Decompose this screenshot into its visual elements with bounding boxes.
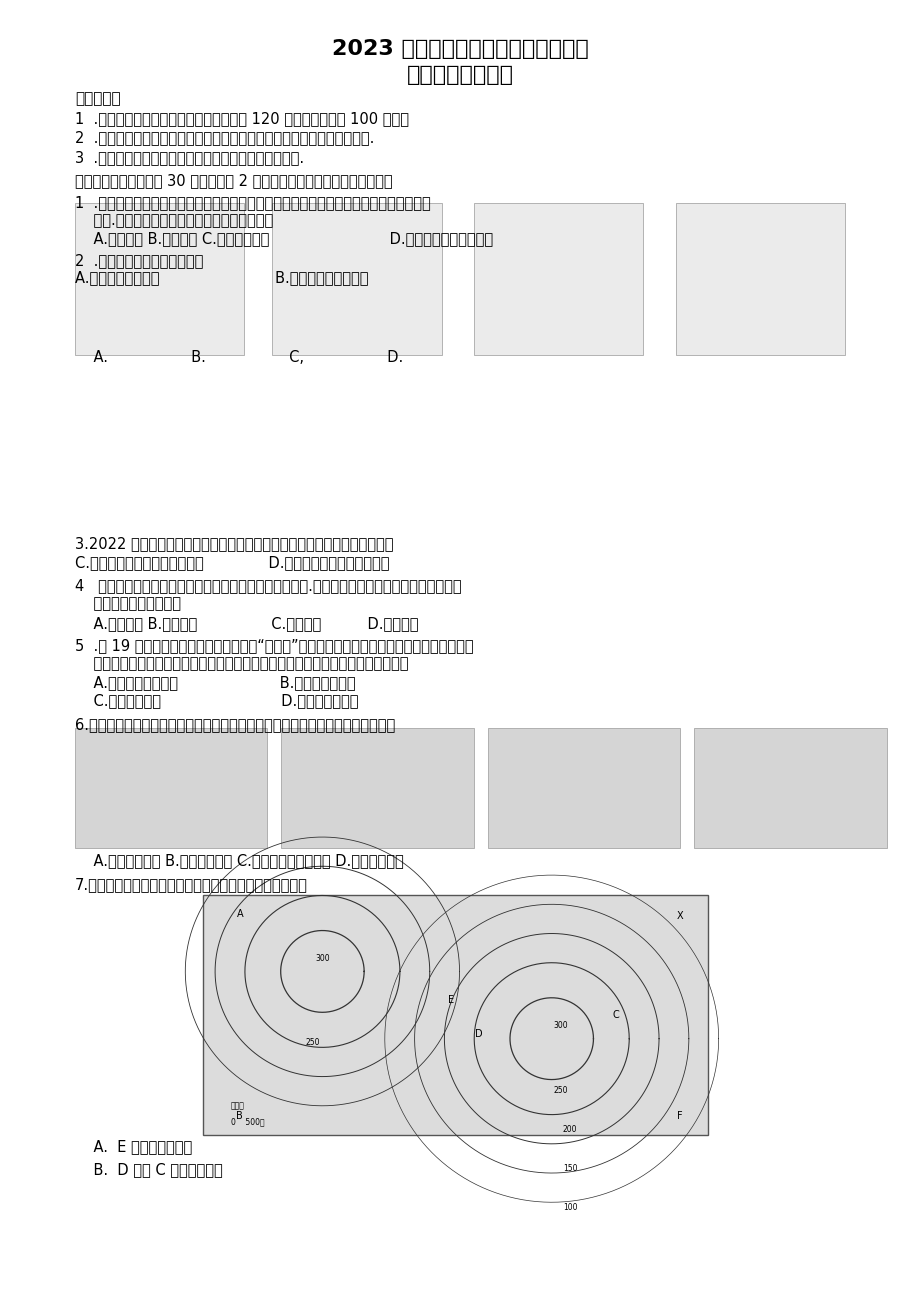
Text: A.主火炬中液氢燃烧                         B.跳台中心用水雾造雪: A.主火炬中液氢燃烧 B.跳台中心用水雾造雪 — [74, 271, 368, 285]
Bar — [675, 203, 845, 354]
Bar — [74, 203, 244, 354]
Bar — [203, 895, 707, 1134]
Bar — [272, 203, 441, 354]
Text: A.  E 处的地形为鹍部: A. E 处的地形为鹍部 — [74, 1138, 192, 1154]
Text: B.  D 点在 C 点的正东方向: B. D 点在 C 点的正东方向 — [74, 1162, 222, 1177]
Text: 2023 学年第一学期期末学业水平测试: 2023 学年第一学期期末学业水平测试 — [331, 39, 588, 60]
Text: A.                  B.                  C,                  D.: A. B. C, D. — [74, 350, 403, 364]
Text: 1  .试卷分试题卷和答题纸两部分，满分为 120 分，考试时间为 100 分钟。: 1 .试卷分试题卷和答题纸两部分，满分为 120 分，考试时间为 100 分钟。 — [74, 111, 408, 126]
Text: 一、选择题（本大题共 30 分，每小题 2 分，每小题只有一个选项符合题意）: 一、选择题（本大题共 30 分，每小题 2 分，每小题只有一个选项符合题意） — [74, 173, 392, 189]
Text: C.是否需要能源                          D.能否生长和繁殖: C.是否需要能源 D.能否生长和繁殖 — [74, 693, 357, 709]
Text: F: F — [676, 1111, 682, 1120]
Text: 殖。柑橘这种植物属于: 殖。柑橘这种植物属于 — [74, 596, 180, 611]
Text: 4   界首柑橘是千岛湖的特产，营养丰富，且具有多种药效.柑橘树春季开花，秋季结果，用种子繁: 4 界首柑橘是千岛湖的特产，营养丰富，且具有多种药效.柑橘树春季开花，秋季结果，… — [74, 578, 461, 593]
Text: 150: 150 — [562, 1164, 577, 1174]
Text: 300: 300 — [315, 954, 329, 963]
Text: 6.下列是本学期课本中的实验观察，观察过程中不最借助放大镜作为观察工具的是: 6.下列是本学期课本中的实验观察，观察过程中不最借助放大镜作为观察工具的是 — [74, 717, 394, 732]
Text: 比例尺: 比例尺 — [231, 1102, 244, 1111]
Bar — [487, 729, 679, 848]
Text: D: D — [474, 1029, 482, 1039]
Text: B: B — [236, 1111, 243, 1120]
Text: 2  .必须在答题纸相应的位置填写学校、姓名、考场号、座位号、府考证号.: 2 .必须在答题纸相应的位置填写学校、姓名、考场号、座位号、府考证号. — [74, 130, 374, 146]
Text: 3.2022 年北京冬奥会上应用了许多新科技，下列应用主要属于化学变化的是: 3.2022 年北京冬奥会上应用了许多新科技，下列应用主要属于化学变化的是 — [74, 536, 392, 552]
Text: 7.如图为草地等高线地形图，根据该图，下列判断正确的是: 7.如图为草地等高线地形图，根据该图，下列判断正确的是 — [74, 877, 307, 891]
Text: X: X — [676, 911, 683, 921]
Text: 七年级科学试题卷: 七年级科学试题卷 — [406, 65, 513, 86]
Text: 250: 250 — [553, 1086, 568, 1095]
Text: 5  .在 19 届杭州亚运会上，最引人注目的“黑科技”之一是田径赛场上的机器狗，它可以运输比赛: 5 .在 19 届杭州亚运会上，最引人注目的“黑科技”之一是田径赛场上的机器狗，… — [74, 637, 473, 653]
Text: 200: 200 — [562, 1125, 577, 1134]
Text: 300: 300 — [553, 1021, 568, 1030]
Text: 100: 100 — [562, 1203, 577, 1213]
Text: A: A — [236, 909, 243, 919]
Bar — [281, 729, 473, 848]
Bar — [74, 729, 267, 848]
Text: 考生须知：: 考生须知： — [74, 91, 120, 107]
Text: 效应.科学家提出这种观点是属于科学探究中的: 效应.科学家提出这种观点是属于科学探究中的 — [74, 213, 273, 228]
Text: 2  .下列实验操作中，正确的是: 2 .下列实验操作中，正确的是 — [74, 254, 203, 268]
Text: A.厕类植物 B.苔解植物                C.被子植物          D.裸子植物: A.厕类植物 B.苔解植物 C.被子植物 D.裸子植物 — [74, 615, 418, 631]
Text: C: C — [612, 1010, 618, 1020]
Text: A.提出问题 B.建立假设 C.设计验证方案                          D.收集证据，检验假设、: A.提出问题 B.建立假设 C.设计验证方案 D.收集证据，检验假设、 — [74, 232, 493, 246]
Text: 器材，能进行翻译、指路等任务。下列可作为判断该机器狗是否属于生物的依据是: 器材，能进行翻译、指路等任务。下列可作为判断该机器狗是否属于生物的依据是 — [74, 656, 408, 671]
Text: E: E — [448, 995, 453, 1006]
Text: 0    500米: 0 500米 — [231, 1118, 264, 1127]
Text: A.观察指纹纹路 B.观察蜗牛外形 C.观察草履虫细胞结构 D.观察方糖颗粒: A.观察指纹纹路 B.观察蜗牛外形 C.观察草履虫细胞结构 D.观察方糖颗粒 — [74, 853, 403, 868]
Text: A.能否运输比赛器材                      B.能否翻译、指路: A.能否运输比赛器材 B.能否翻译、指路 — [74, 675, 355, 691]
Text: 1  .对于全球气候变暖的现象，有科学家认为：可能是由于大量排放二氧化碳而造成的温室: 1 .对于全球气候变暖的现象，有科学家认为：可能是由于大量排放二氧化碳而造成的温… — [74, 195, 430, 211]
Bar — [693, 729, 886, 848]
Text: 250: 250 — [306, 1038, 320, 1047]
Text: C.用液态二氧化碳蒸发吸热制冰              D.颏奖礼服中石墨烯通电发热: C.用液态二氧化碳蒸发吸热制冰 D.颏奖礼服中石墨烯通电发热 — [74, 554, 389, 570]
Bar — [473, 203, 642, 354]
Text: 3  .必须在答题纸的对应位直上答题，写在其它地方无效.: 3 .必须在答题纸的对应位直上答题，写在其它地方无效. — [74, 150, 303, 165]
